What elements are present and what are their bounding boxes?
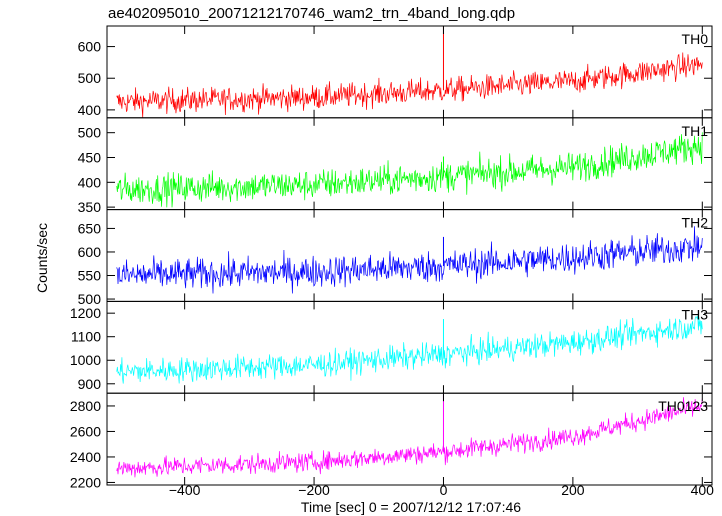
y-tick-label: 1200 xyxy=(70,305,101,321)
panel-label-th2: TH2 xyxy=(682,215,709,231)
panel-th2: 500 550 600 650 TH2 xyxy=(78,209,713,307)
panel-frame xyxy=(106,117,713,211)
y-tick-label: 500 xyxy=(78,70,102,86)
panels: 400 500 600 TH0 350 400 450 500 TH1 500 550 600 650 T… xyxy=(70,25,713,490)
x-tick-label: 0 xyxy=(440,482,448,498)
panel-frame xyxy=(106,209,713,302)
x-tick-label: 400 xyxy=(691,482,715,498)
x-axis-label: Time [sec] 0 = 2007/12/12 17:07:46 xyxy=(301,499,521,515)
y-tick-label: 2200 xyxy=(70,474,101,490)
series-line-th0 xyxy=(116,52,703,118)
y-tick-label: 1100 xyxy=(71,329,101,345)
panel-label-th0: TH0 xyxy=(682,31,709,47)
y-tick-label: 1000 xyxy=(70,352,101,368)
y-tick-label: 400 xyxy=(78,174,102,190)
panel-label-th3: TH3 xyxy=(682,306,709,322)
chart-title: ae402095010_20071212170746_wam2_trn_4ban… xyxy=(108,5,515,22)
y-axis-label: Counts/sec xyxy=(34,223,50,293)
panel-th0: 400 500 600 TH0 xyxy=(78,25,713,119)
y-tick-label: 2600 xyxy=(70,423,101,439)
y-tick-label: 900 xyxy=(78,376,102,392)
y-tick-label: 650 xyxy=(78,220,102,236)
series-line-th3 xyxy=(116,315,703,384)
x-axis: −400 −200 0 200 400 xyxy=(169,482,714,498)
y-tick-label: 400 xyxy=(78,102,102,118)
y-tick-label: 2400 xyxy=(70,449,101,465)
y-tick-label: 500 xyxy=(78,291,102,307)
series-line-th1 xyxy=(116,132,703,208)
y-tick-label: 600 xyxy=(78,39,102,55)
y-tick-label: 500 xyxy=(78,125,102,141)
series-line-th0123 xyxy=(116,397,703,478)
y-tick-label: 550 xyxy=(78,268,102,284)
panel-th1: 350 400 450 500 TH1 xyxy=(78,117,713,215)
panel-th3: 900 1000 1100 1200 TH3 xyxy=(70,300,713,394)
y-tick-label: 2800 xyxy=(70,398,101,414)
x-tick-label: −400 xyxy=(169,482,201,498)
panel-frame xyxy=(106,392,713,486)
panel-label-th1: TH1 xyxy=(682,123,709,139)
panel-th0123: 2200 2400 2600 2800 TH0123 xyxy=(70,392,713,490)
y-tick-label: 450 xyxy=(78,149,102,165)
x-tick-label: −200 xyxy=(298,482,330,498)
x-tick-label: 200 xyxy=(561,482,585,498)
panel-label-th0123: TH0123 xyxy=(658,398,708,414)
series-line-th2 xyxy=(116,226,703,294)
y-tick-label: 600 xyxy=(78,244,102,260)
y-tick-label: 350 xyxy=(78,199,102,215)
